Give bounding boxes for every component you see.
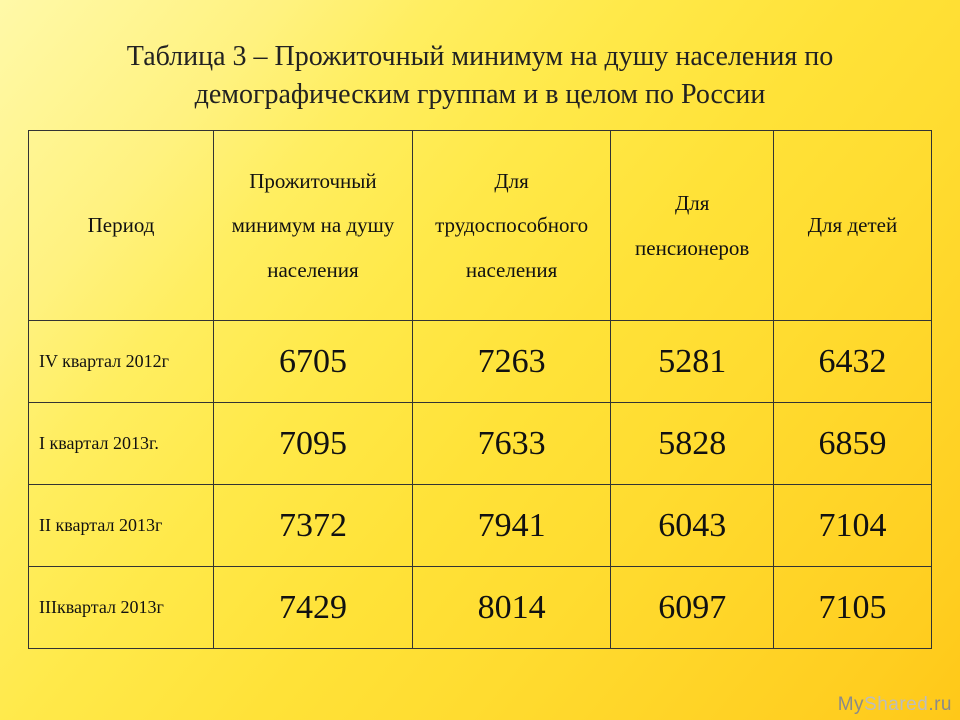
- cell-value: 6859: [773, 403, 931, 485]
- table-row: IIIквартал 2013г 7429 8014 6097 7105: [29, 567, 932, 649]
- cell-value: 7104: [773, 485, 931, 567]
- watermark-shared: Shared: [864, 694, 928, 715]
- cell-value: 5281: [611, 321, 774, 403]
- cell-period: I квартал 2013г.: [29, 403, 214, 485]
- cell-value: 6043: [611, 485, 774, 567]
- cell-value: 7095: [214, 403, 413, 485]
- cell-value: 7429: [214, 567, 413, 649]
- table-row: IV квартал 2012г 6705 7263 5281 6432: [29, 321, 932, 403]
- cell-value: 7263: [412, 321, 611, 403]
- col-children: Для детей: [773, 131, 931, 321]
- cell-value: 6097: [611, 567, 774, 649]
- col-pensioners: Для пенсионеров: [611, 131, 774, 321]
- watermark-ru: .ru: [928, 694, 952, 715]
- table-header-row: Период Прожиточный минимум на душу насел…: [29, 131, 932, 321]
- watermark: MyShared.ru: [838, 694, 952, 716]
- cell-value: 7633: [412, 403, 611, 485]
- cell-value: 5828: [611, 403, 774, 485]
- cell-period: IIIквартал 2013г: [29, 567, 214, 649]
- table-title: Таблица 3 – Прожиточный минимум на душу …: [0, 0, 960, 114]
- cell-value: 7105: [773, 567, 931, 649]
- col-workers: Для трудоспособного населения: [412, 131, 611, 321]
- cell-period: IV квартал 2012г: [29, 321, 214, 403]
- col-period: Период: [29, 131, 214, 321]
- subsistence-table: Период Прожиточный минимум на душу насел…: [28, 130, 932, 649]
- table-container: Период Прожиточный минимум на душу насел…: [28, 130, 932, 649]
- cell-value: 7372: [214, 485, 413, 567]
- cell-value: 6432: [773, 321, 931, 403]
- cell-period: II квартал 2013г: [29, 485, 214, 567]
- watermark-my: My: [838, 694, 864, 715]
- cell-value: 6705: [214, 321, 413, 403]
- cell-value: 7941: [412, 485, 611, 567]
- table-row: I квартал 2013г. 7095 7633 5828 6859: [29, 403, 932, 485]
- cell-value: 8014: [412, 567, 611, 649]
- col-per-capita: Прожиточный минимум на душу населения: [214, 131, 413, 321]
- table-row: II квартал 2013г 7372 7941 6043 7104: [29, 485, 932, 567]
